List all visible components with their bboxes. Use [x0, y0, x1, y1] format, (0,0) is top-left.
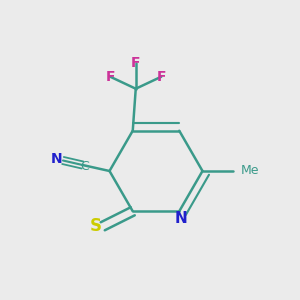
Text: Me: Me: [241, 164, 260, 178]
Text: N: N: [51, 152, 63, 166]
Text: S: S: [90, 217, 102, 235]
Text: N: N: [174, 211, 187, 226]
Text: F: F: [131, 56, 140, 70]
Text: C: C: [80, 160, 89, 173]
Text: F: F: [106, 70, 115, 84]
Text: F: F: [157, 70, 166, 84]
